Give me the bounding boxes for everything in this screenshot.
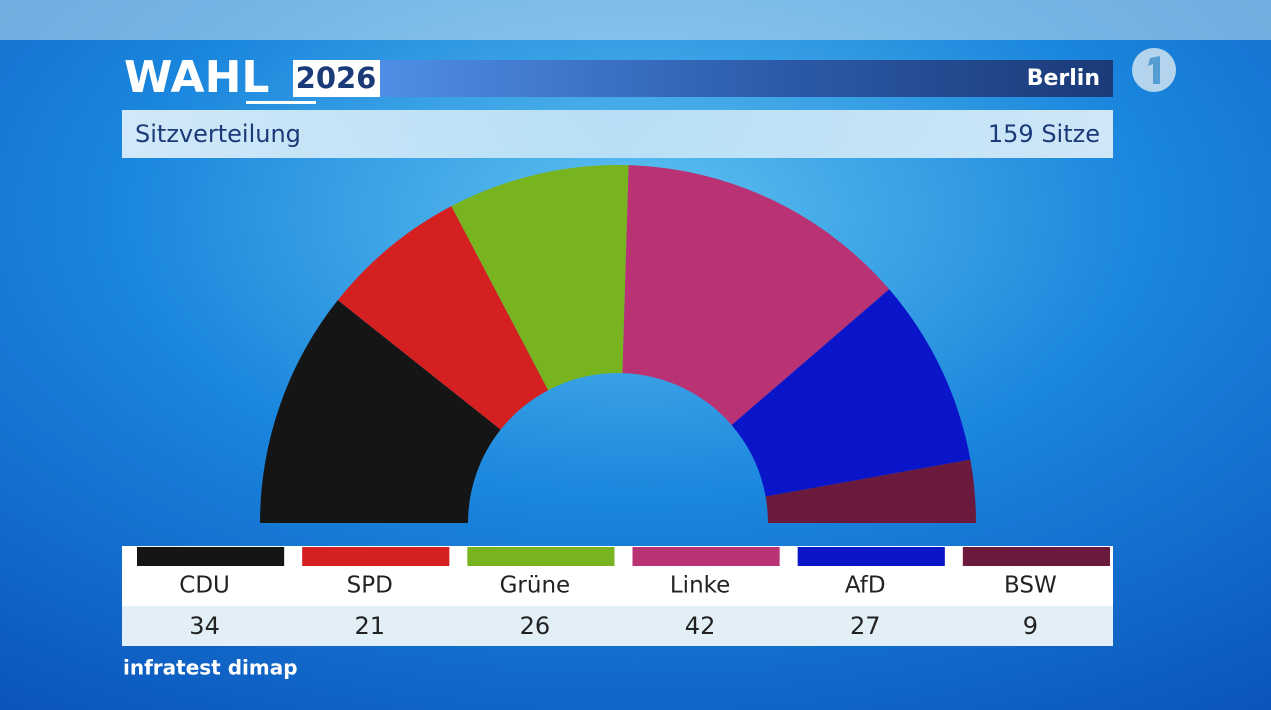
seat-arc — [260, 165, 976, 523]
value-label: 42 — [685, 612, 716, 640]
value-label: 34 — [189, 612, 220, 640]
seat-segment — [337, 206, 549, 430]
source: infratest dimap — [123, 656, 298, 680]
seat-segment — [731, 289, 971, 497]
legend-label: Linke — [670, 573, 730, 599]
legend-swatch — [797, 547, 945, 566]
title-underline — [246, 101, 316, 104]
legend-label: Grüne — [500, 573, 571, 599]
value-label: 27 — [850, 612, 881, 640]
title-year: 2026 — [296, 61, 377, 95]
legend-label: AfD — [845, 573, 886, 599]
header-bar — [380, 60, 1113, 97]
legend-swatch — [467, 547, 615, 566]
total-seats: 159 Sitze — [988, 120, 1100, 148]
legend-values-row — [122, 606, 1113, 646]
year-box — [293, 60, 380, 97]
broadcaster-logo — [1132, 48, 1176, 92]
value-label: 21 — [354, 612, 385, 640]
legend-swatch — [302, 547, 450, 566]
seat-segment — [451, 165, 629, 391]
seat-segment — [622, 165, 890, 426]
subtitle-bar — [122, 110, 1113, 158]
subtitle: Sitzverteilung — [135, 120, 301, 148]
value-label: 26 — [520, 612, 551, 640]
value-label: 9 — [1023, 612, 1038, 640]
region: Berlin — [1027, 66, 1100, 91]
legend-label: SPD — [347, 573, 393, 599]
legend-names-row — [122, 546, 1113, 606]
legend-swatch — [632, 547, 780, 566]
legend: CDU 34 SPD 21 Grüne 26 Linke 42 AfD 27 BSW 9 — [137, 547, 1110, 640]
top-haze — [0, 0, 1271, 40]
title: WAHL — [124, 52, 269, 103]
seat-segment — [260, 300, 501, 523]
legend-swatch — [137, 547, 285, 566]
legend-label: CDU — [179, 573, 230, 599]
seat-segment — [765, 459, 976, 523]
legend-swatch — [962, 547, 1110, 566]
legend-label: BSW — [1004, 573, 1057, 599]
